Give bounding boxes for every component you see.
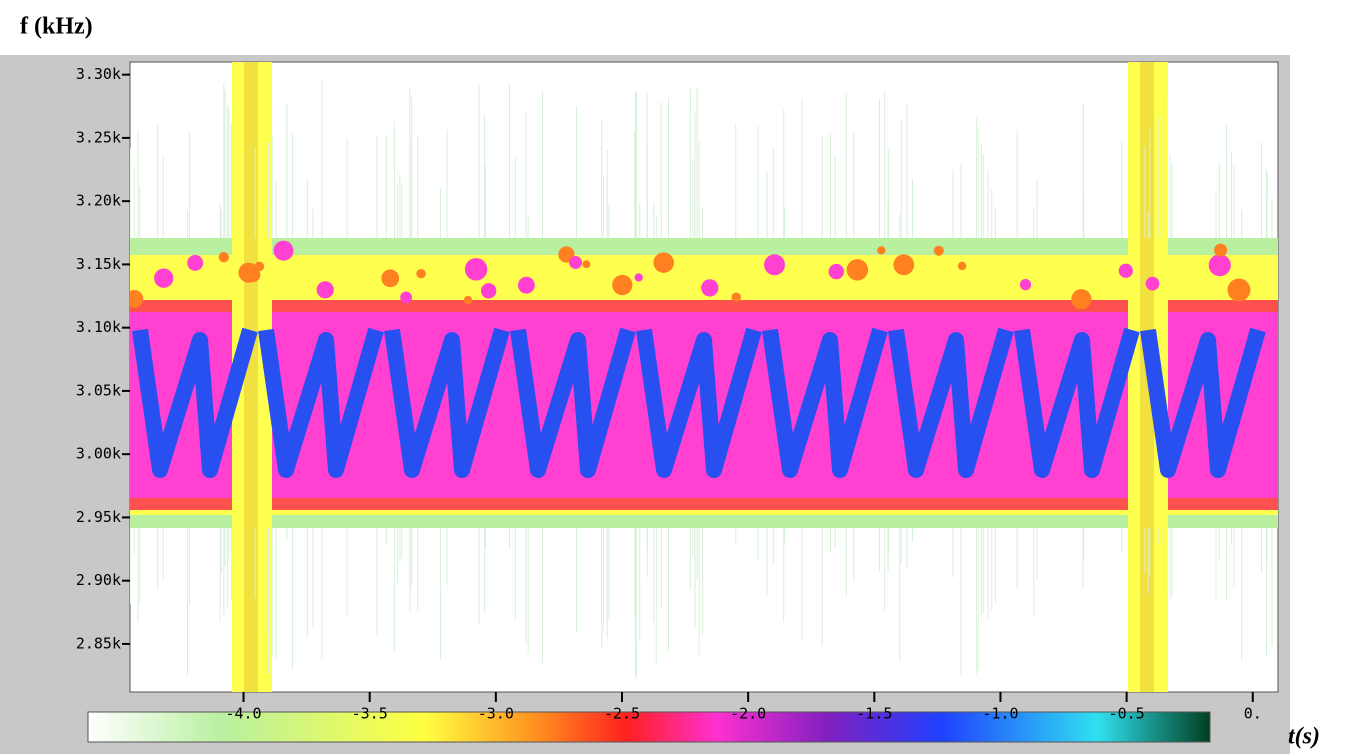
texture <box>274 241 294 261</box>
texture <box>238 263 258 283</box>
texture <box>518 277 535 294</box>
texture <box>317 281 334 298</box>
x-tick-label: -0.5 <box>1109 705 1145 723</box>
texture <box>612 275 632 295</box>
y-tick-label: 3.15k <box>76 255 121 273</box>
texture <box>934 246 944 256</box>
texture <box>653 252 674 273</box>
y-tick-label: 3.30k <box>76 65 121 83</box>
texture <box>1020 279 1031 290</box>
x-tick-label: 0. <box>1244 705 1262 723</box>
texture <box>381 269 399 287</box>
chart: f (kHz) t(s) 3.30k 3.25k 3.20k 3.15k 3.10k 3.… <box>0 0 1351 754</box>
texture <box>701 279 718 296</box>
x-axis-label: t(s) <box>1288 724 1320 750</box>
x-tick-label: -1.5 <box>856 705 892 723</box>
texture <box>847 259 868 280</box>
texture <box>1209 254 1231 276</box>
texture <box>569 256 582 269</box>
texture <box>464 296 472 304</box>
texture <box>187 255 203 271</box>
texture <box>400 292 412 304</box>
x-tick-label: -3.5 <box>352 705 388 723</box>
y-axis-label: f (kHz) <box>20 14 93 40</box>
texture <box>1071 289 1091 309</box>
texture <box>1236 289 1248 301</box>
texture <box>1146 277 1160 291</box>
texture <box>1214 244 1227 257</box>
texture <box>416 269 425 278</box>
y-tick-label: 3.25k <box>76 128 121 146</box>
texture <box>764 254 785 275</box>
x-tick-label: -2.0 <box>730 705 766 723</box>
texture <box>958 262 966 270</box>
x-tick-label: -2.5 <box>604 705 640 723</box>
texture <box>829 264 844 279</box>
y-tick-label: 3.20k <box>76 192 121 210</box>
y-tick-label: 3.05k <box>76 381 121 399</box>
texture <box>219 252 229 262</box>
y-tick-label: 3.00k <box>76 445 121 463</box>
texture <box>465 258 487 280</box>
x-tick-label: -3.0 <box>478 705 514 723</box>
texture <box>1119 264 1133 278</box>
x-tick-label: -1.0 <box>982 705 1018 723</box>
y-tick-label: 2.95k <box>76 508 121 526</box>
texture <box>481 283 496 298</box>
x-tick-label: -4.0 <box>225 705 261 723</box>
y-tick-label: 2.85k <box>76 634 121 652</box>
texture <box>635 273 643 281</box>
texture <box>893 254 914 275</box>
y-tick-label: 3.10k <box>76 318 121 336</box>
texture <box>582 260 590 268</box>
texture <box>732 292 741 301</box>
y-tick-label: 2.90k <box>76 571 121 589</box>
texture <box>877 246 885 254</box>
texture <box>154 269 173 288</box>
